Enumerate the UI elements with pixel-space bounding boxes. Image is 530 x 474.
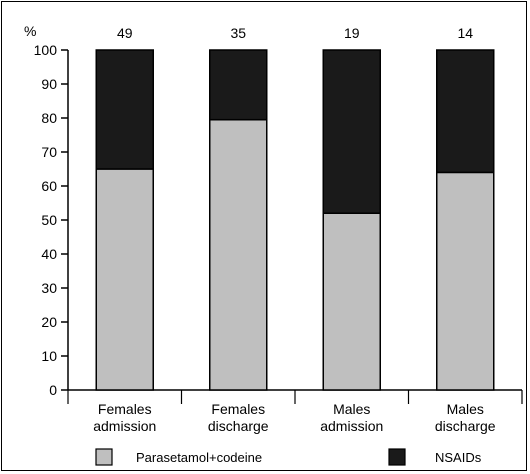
y-tick-label: 60 (41, 178, 57, 194)
x-category-label: Females (211, 401, 265, 417)
x-category-label: Males (333, 401, 370, 417)
bar-top-labels: 49 35 19 14 (117, 25, 473, 41)
bar-segment-parasetamol-codeine (209, 118, 268, 391)
y-tick-label: 40 (41, 246, 57, 262)
y-tick-label: 10 (41, 348, 57, 364)
y-axis-label: % (24, 23, 36, 39)
x-category-label: Females (98, 401, 152, 417)
x-category-label: discharge (435, 418, 496, 434)
y-tick-label: 70 (41, 144, 57, 160)
bar-count-label: 49 (117, 25, 133, 41)
x-category-label: Males (447, 401, 484, 417)
x-category-label: discharge (208, 418, 269, 434)
y-tick-label: 20 (41, 314, 57, 330)
x-axis: FemalesadmissionFemalesdischargeMalesadm… (67, 389, 523, 434)
bar-segment-parasetamol-codeine (322, 212, 381, 391)
bar-segment-nsaids (322, 49, 381, 214)
x-category-label: admission (320, 418, 383, 434)
bar-segment-nsaids (436, 49, 495, 174)
y-tick-label: 50 (41, 212, 57, 228)
legend-label: Parasetamol+codeine (136, 450, 262, 465)
legend-swatch (95, 448, 113, 466)
bar-segment-nsaids (95, 49, 154, 170)
y-tick-label: 80 (41, 110, 57, 126)
bar-count-label: 19 (344, 25, 360, 41)
bars (95, 49, 495, 391)
bar-count-label: 14 (457, 25, 473, 41)
legend-swatch (388, 448, 406, 466)
y-tick-label: 0 (49, 382, 57, 398)
bar-segment-nsaids (209, 49, 268, 121)
bar-segment-parasetamol-codeine (95, 168, 154, 391)
y-tick-label: 30 (41, 280, 57, 296)
bar-count-label: 35 (230, 25, 246, 41)
y-tick-label: 100 (34, 42, 58, 58)
y-axis: 0 10 20 30 40 50 60 70 80 90 100% (24, 23, 69, 398)
legend: Parasetamol+codeine NSAIDs (95, 448, 482, 466)
y-tick-label: 90 (41, 76, 57, 92)
x-category-label: admission (93, 418, 156, 434)
legend-label: NSAIDs (435, 450, 482, 465)
bar-segment-parasetamol-codeine (436, 171, 495, 391)
